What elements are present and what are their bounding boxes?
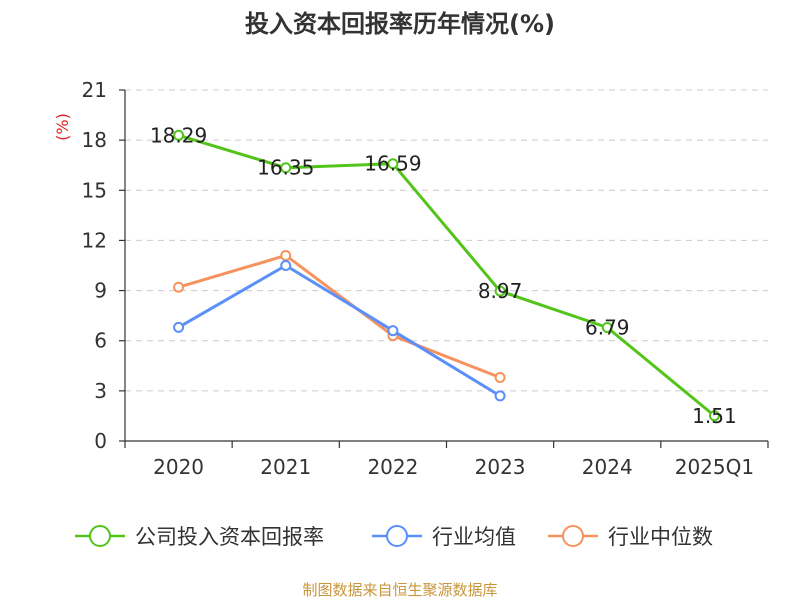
x-tick-label: 2020 bbox=[153, 455, 204, 479]
legend-marker[interactable] bbox=[89, 525, 111, 547]
legend-marker[interactable] bbox=[562, 525, 584, 547]
series-line-0 bbox=[178, 133, 716, 417]
y-tick-label: 3 bbox=[94, 379, 107, 403]
data-point[interactable] bbox=[387, 325, 399, 337]
series-line-1 bbox=[177, 264, 501, 398]
data-point[interactable] bbox=[173, 321, 185, 333]
y-tick-label: 9 bbox=[94, 279, 107, 303]
y-tick-label: 18 bbox=[82, 128, 107, 152]
data-point[interactable] bbox=[494, 371, 506, 383]
x-tick-label: 2021 bbox=[260, 455, 311, 479]
series-line-2 bbox=[178, 253, 501, 379]
chart-title: 投入资本回报率历年情况(%) bbox=[245, 10, 555, 38]
y-tick-label: 12 bbox=[82, 228, 107, 252]
legend-label[interactable]: 公司投入资本回报率 bbox=[135, 525, 324, 549]
y-tick-label: 21 bbox=[82, 78, 107, 102]
data-point[interactable] bbox=[173, 129, 185, 141]
legend-label[interactable]: 行业中位数 bbox=[608, 525, 713, 549]
x-tick-label: 2025Q1 bbox=[675, 455, 754, 479]
data-point[interactable] bbox=[280, 249, 292, 261]
data-point[interactable] bbox=[494, 390, 506, 402]
legend-label[interactable]: 行业均值 bbox=[432, 525, 516, 549]
data-labels: 18.29 16.35 16.59 8.97 6.79 1.51 bbox=[150, 123, 737, 427]
axes: 0 3 6 9 12 15 18 21 2020 2021 2022 2023 2024 2025Q1 bbox=[82, 78, 769, 479]
y-tick-label: 6 bbox=[94, 329, 107, 353]
x-tick-label: 2023 bbox=[475, 455, 526, 479]
data-label: 1.51 bbox=[692, 404, 737, 428]
x-tick-label: 2022 bbox=[367, 455, 418, 479]
data-label: 8.97 bbox=[478, 279, 523, 303]
data-label: 16.59 bbox=[364, 152, 421, 176]
data-point[interactable] bbox=[601, 322, 613, 334]
data-point[interactable] bbox=[173, 281, 185, 293]
data-point[interactable] bbox=[387, 158, 399, 170]
data-point[interactable] bbox=[708, 410, 720, 422]
data-label: 6.79 bbox=[585, 316, 630, 340]
legend[interactable]: 公司投入资本回报率 行业均值 行业中位数 bbox=[75, 525, 713, 549]
data-label: 18.29 bbox=[150, 123, 207, 147]
data-point[interactable] bbox=[280, 260, 292, 271]
source-note: 制图数据来自恒生聚源数据库 bbox=[302, 581, 497, 599]
y-axis-label: (%) bbox=[53, 113, 72, 141]
x-tick-label: 2024 bbox=[582, 455, 633, 479]
data-label: 16.35 bbox=[257, 156, 314, 180]
legend-marker[interactable] bbox=[386, 525, 408, 547]
data-point[interactable] bbox=[494, 285, 506, 297]
data-point[interactable] bbox=[280, 162, 292, 174]
grid-lines bbox=[125, 89, 768, 392]
y-tick-label: 0 bbox=[94, 429, 107, 453]
y-tick-label: 15 bbox=[82, 178, 107, 202]
series-group bbox=[173, 129, 720, 422]
